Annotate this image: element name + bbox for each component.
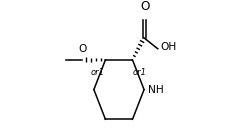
Text: or1: or1 xyxy=(132,68,146,77)
Text: O: O xyxy=(140,0,149,13)
Text: OH: OH xyxy=(160,42,176,52)
Text: or1: or1 xyxy=(90,68,104,77)
Text: O: O xyxy=(78,44,86,54)
Text: NH: NH xyxy=(147,85,163,95)
